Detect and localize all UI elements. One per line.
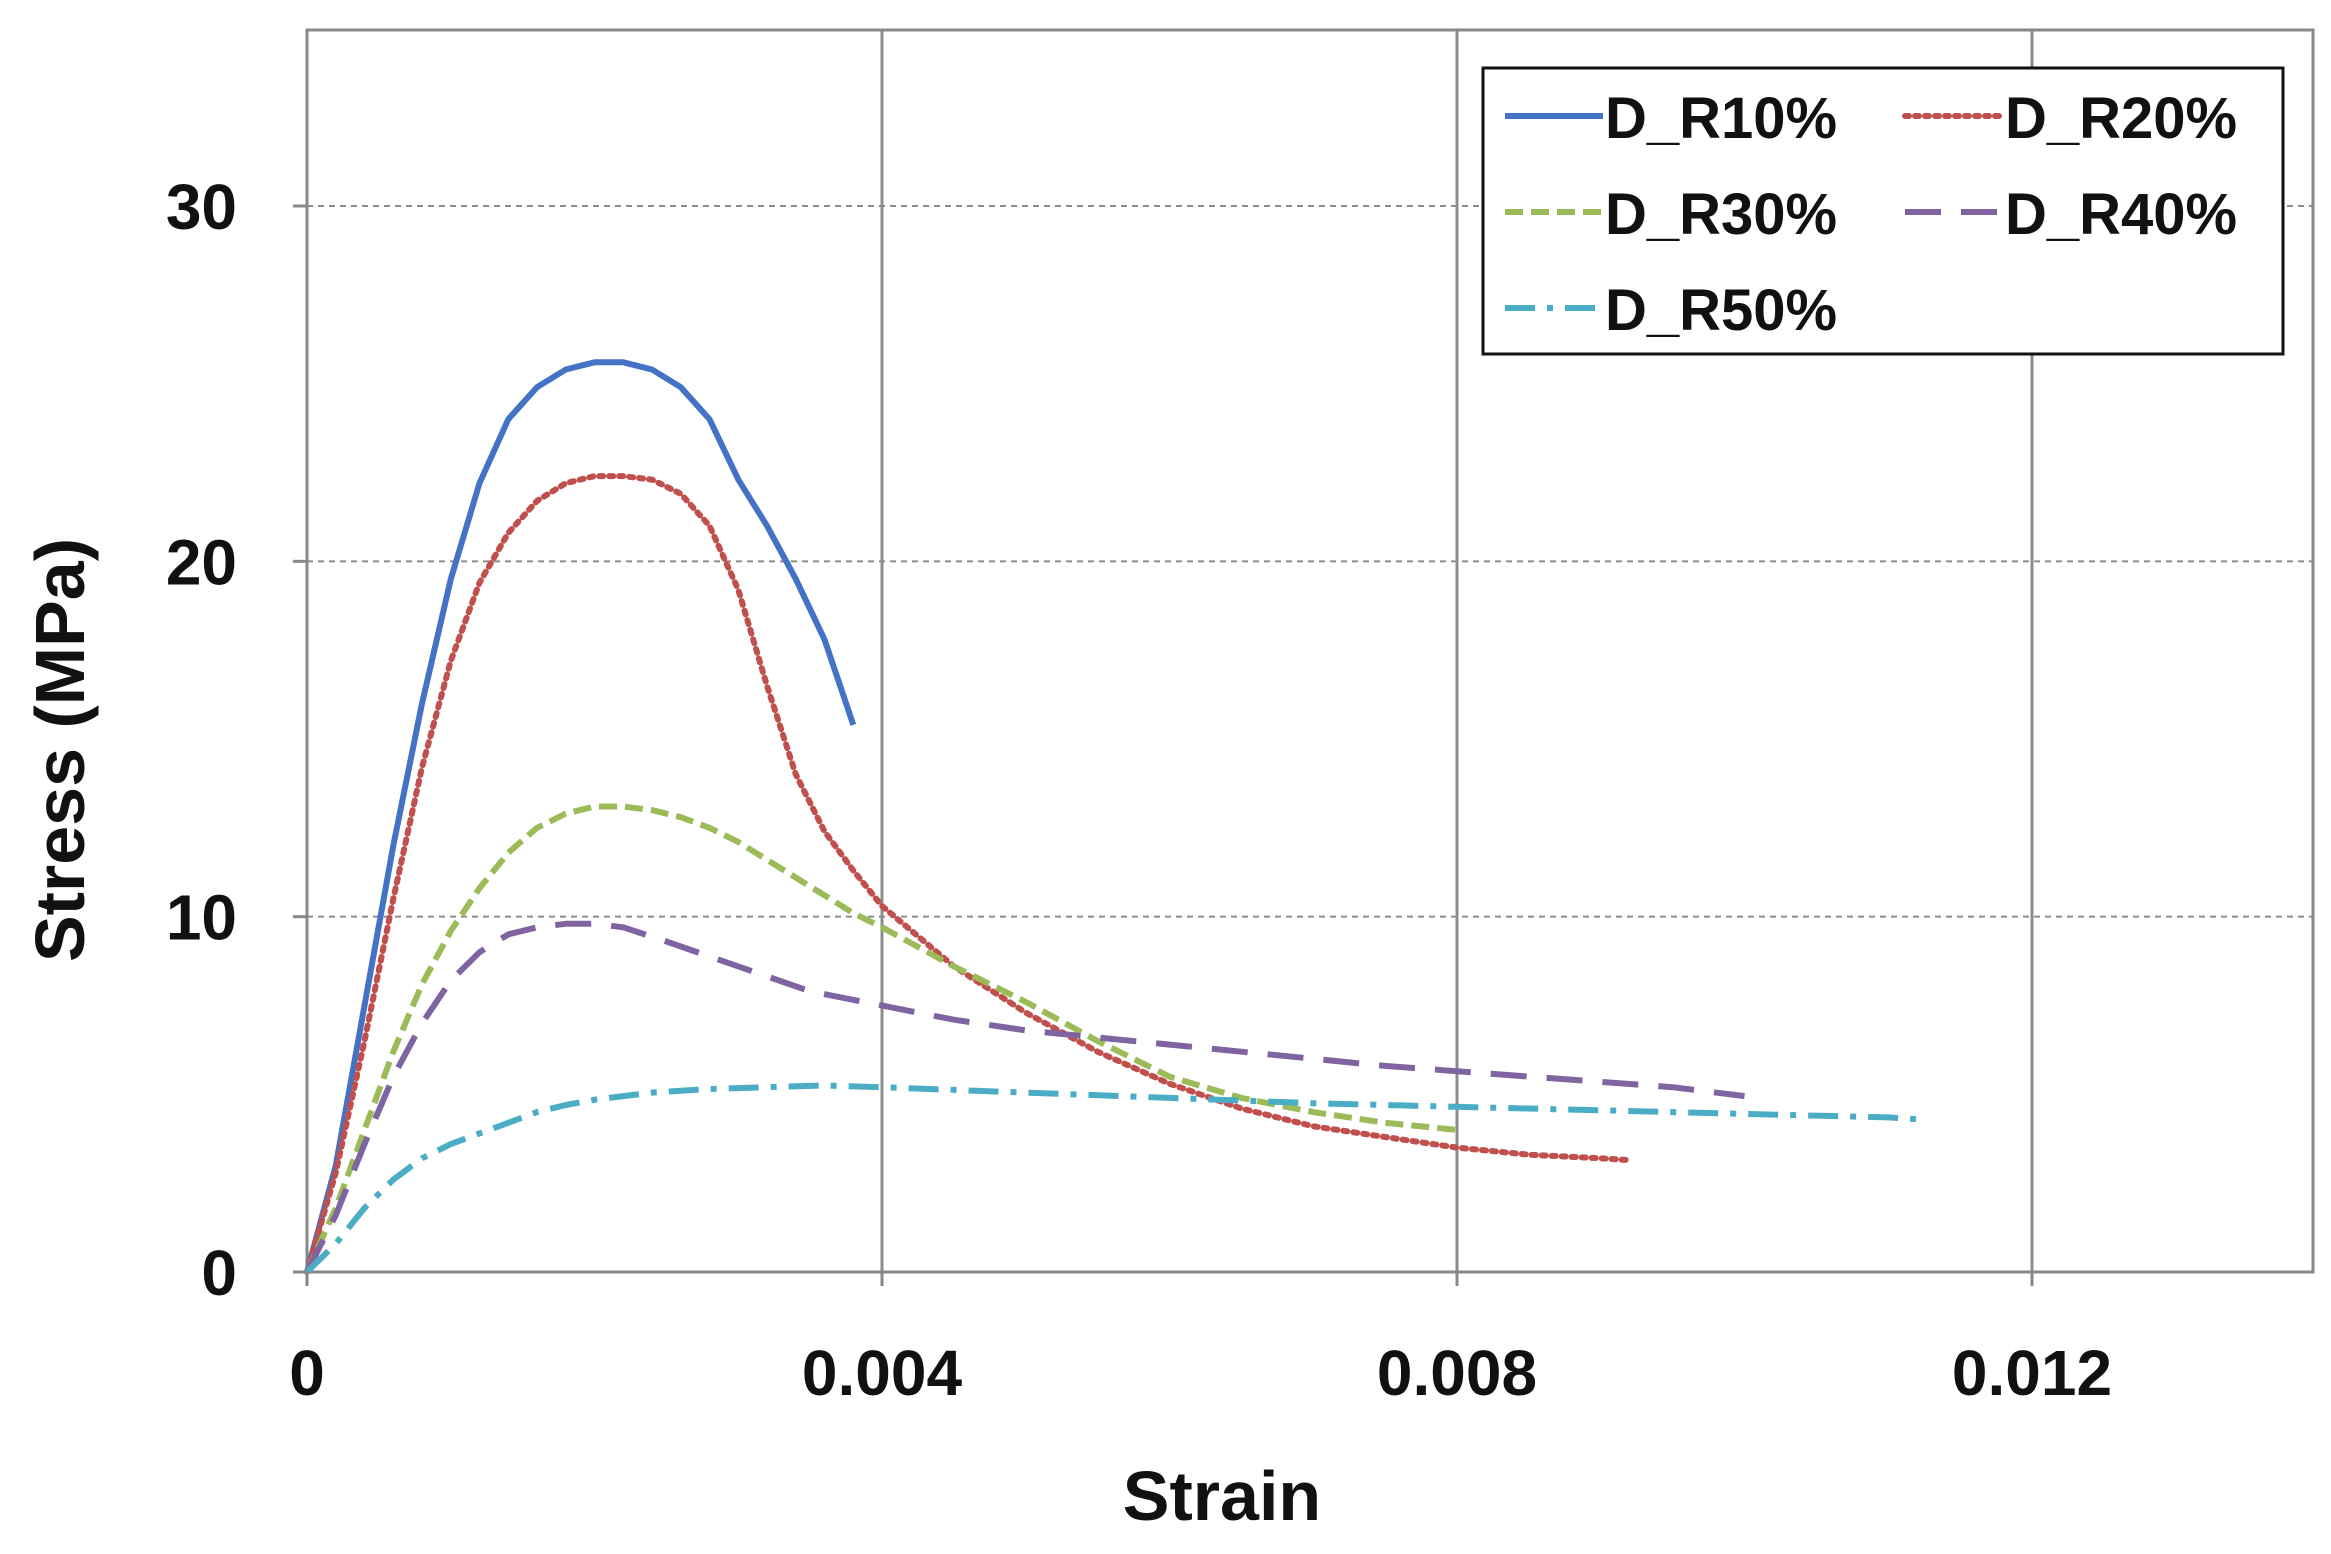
x-tick-label-0: 0 xyxy=(289,1337,325,1409)
series-line-D_R50% xyxy=(304,1082,1918,1275)
y-tick-label-3: 30 xyxy=(166,171,237,243)
plot-area-frame xyxy=(305,28,2315,1274)
y-tick-label-0: 0 xyxy=(201,1237,237,1309)
series-line-D_R30% xyxy=(304,803,1458,1274)
x-tick-label-2: 0.008 xyxy=(1377,1337,1537,1409)
y-tick-label-2: 20 xyxy=(166,526,237,598)
series-line-D_R10% xyxy=(304,359,857,1273)
axis-ticks: 0 0.004 0.008 0.012 0 10 20 30 xyxy=(166,171,2112,1409)
series-line-D_R20% xyxy=(304,473,1633,1275)
series-line-D_R40% xyxy=(304,920,1745,1274)
x-axis-title: Strain xyxy=(1123,1457,1321,1535)
x-tick-label-1: 0.004 xyxy=(802,1337,963,1409)
legend-box xyxy=(1481,66,2285,356)
legend: D_R10% D_R20% D_R30% D_R40% D_R50% xyxy=(1481,66,2285,356)
y-axis-title: Stress (MPa) xyxy=(21,538,99,962)
legend-label-D_R30%: D_R30% xyxy=(1605,182,1837,247)
legend-label-D_R40%: D_R40% xyxy=(2005,182,2237,247)
legend-label-D_R20%: D_R20% xyxy=(2005,86,2237,151)
legend-label-D_R10%: D_R10% xyxy=(1605,86,1837,151)
y-tick-label-1: 10 xyxy=(166,882,237,954)
x-tick-label-3: 0.012 xyxy=(1952,1337,2112,1409)
series-lines xyxy=(304,359,1918,1275)
legend-label-D_R50%: D_R50% xyxy=(1605,278,1837,343)
